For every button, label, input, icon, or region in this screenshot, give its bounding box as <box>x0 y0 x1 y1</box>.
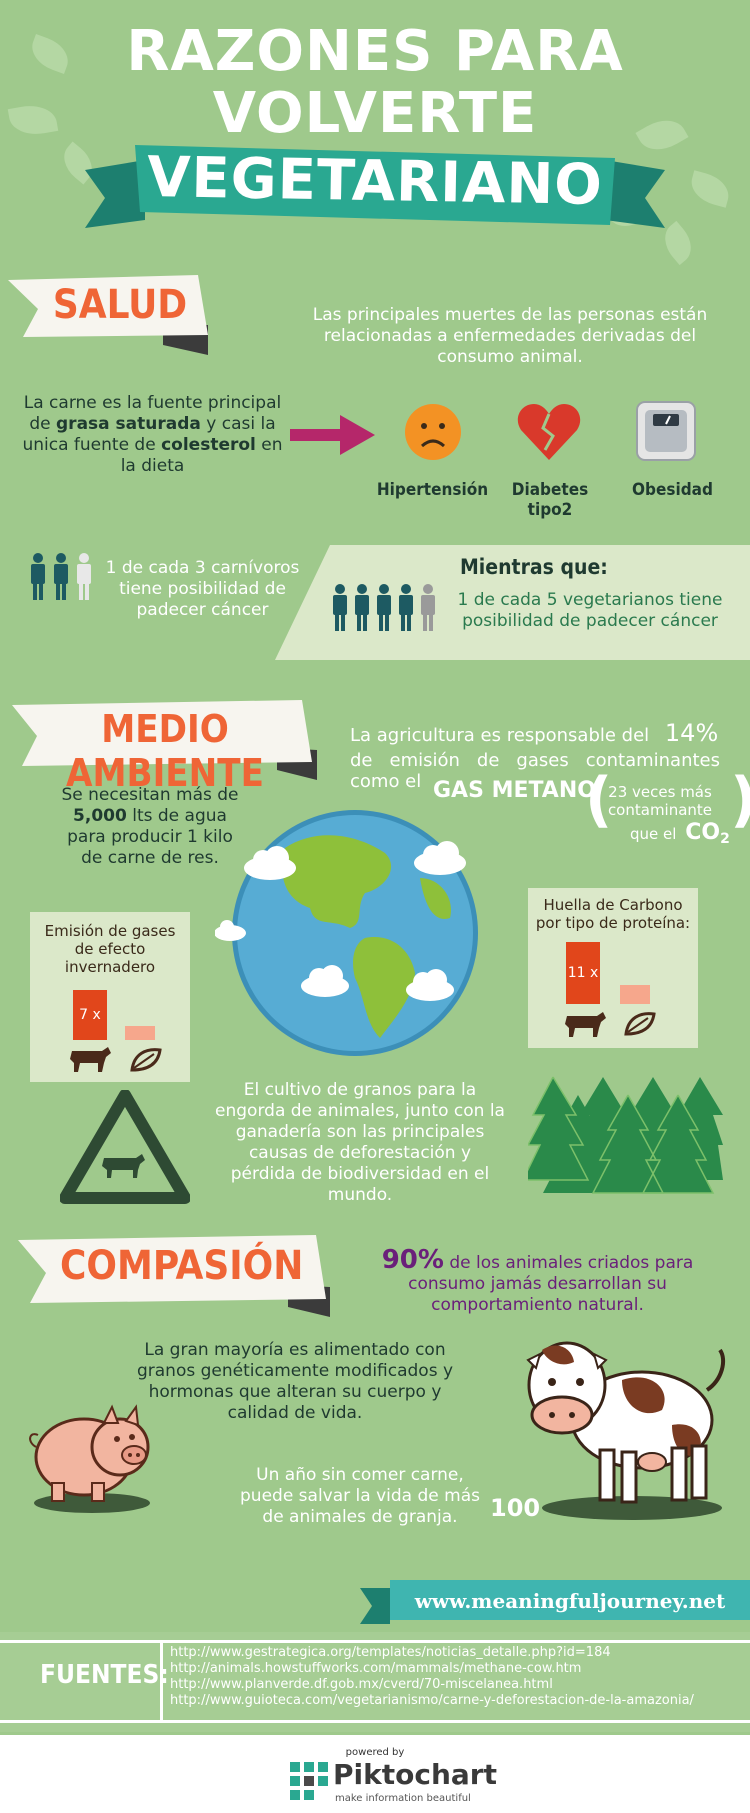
salud-intro: Las principales muertes de las personas … <box>312 305 708 367</box>
year-fact-number: 100 <box>490 1494 541 1522</box>
vegetarians-fact: 1 de cada 5 vegetarianos tiene posibilid… <box>457 590 723 631</box>
salud-banner-shape <box>8 275 208 355</box>
sources-divider <box>0 1720 750 1723</box>
condition-label: Hipertensión <box>376 480 489 500</box>
water-fact: Se necesitan más de 5,000 lts de agua pa… <box>55 785 245 869</box>
leaf-icon <box>130 1048 162 1072</box>
footprint-bar-label: 11 x <box>567 965 599 981</box>
leaf-icon <box>624 1012 656 1036</box>
cow-illustration-icon <box>526 1341 726 1520</box>
mientras-heading: Mientras que: <box>460 555 608 579</box>
water-fact-text: lts de agua para producir 1 kilo de carn… <box>67 806 233 868</box>
gas-metano: GAS METANO <box>433 778 596 803</box>
emission-bar-label: 7 x <box>79 1007 101 1023</box>
water-fact-bold: 5,000 <box>73 806 127 826</box>
piktochart-brand[interactable]: Piktochart <box>333 1758 497 1791</box>
sources-section <box>0 1632 750 1732</box>
scale-icon <box>636 401 696 461</box>
meat-fact-text: y casi la unica fuente de <box>22 414 276 455</box>
people-icon-group <box>31 553 91 600</box>
carbon-footprint-title: Huella de Carbono por tipo de proteína: <box>535 896 691 932</box>
meat-fact-text: La carne es la fuente principal de <box>23 393 282 434</box>
piktochart-logo-icon <box>290 1762 328 1800</box>
title-line-2: VOLVERTE <box>212 81 538 146</box>
website-ribbon <box>360 1580 750 1624</box>
footprint-bar-meat: 11 x <box>566 942 600 1004</box>
animals-fact-text: de los animales criados para consumo jam… <box>408 1253 694 1315</box>
cow-icon <box>70 1047 111 1072</box>
cow-icon <box>565 1012 606 1037</box>
compasion-banner: COMPASIÓN <box>60 1243 304 1289</box>
paren-left: ( <box>585 765 613 835</box>
footer <box>0 1735 750 1813</box>
title-ribbon <box>85 145 665 228</box>
sources-divider-vertical <box>160 1643 163 1720</box>
source-link[interactable]: http://www.gestrategica.org/templates/no… <box>170 1645 611 1660</box>
methane-note-text: que el <box>630 825 677 843</box>
medio-banner-shape <box>12 700 317 780</box>
people-icon-group <box>333 584 435 631</box>
source-link[interactable]: http://www.guioteca.com/vegetarianismo/c… <box>170 1693 694 1708</box>
title-line-1: RAZONES PARA <box>126 19 624 84</box>
meat-fact-bold: colesterol <box>161 435 256 455</box>
forest-icon <box>528 1076 723 1194</box>
salud-banner: SALUD <box>52 282 188 328</box>
right-arrow-icon <box>290 415 375 455</box>
source-link[interactable]: http://animals.howstuffworks.com/mammals… <box>170 1661 582 1676</box>
agriculture-fact: La agricultura es responsable del 14% <box>350 719 730 747</box>
source-link[interactable]: http://www.planverde.df.gob.mx/cverd/70-… <box>170 1677 553 1692</box>
website-link[interactable]: www.meaningfuljourney.net <box>414 1589 726 1613</box>
carbon-footprint-panel <box>528 888 698 1048</box>
sad-face-icon <box>405 404 461 460</box>
agriculture-text: La agricultura es responsable del <box>350 725 650 746</box>
animals-percent: 90% <box>381 1245 444 1275</box>
paren-right: ) <box>730 770 750 830</box>
medio-banner: MEDIO AMBIENTE <box>66 707 264 795</box>
agriculture-fact-2: de emisión de gases contaminantes como e… <box>350 750 720 792</box>
powered-by: powered by <box>345 1747 405 1758</box>
pig-icon <box>29 1404 150 1513</box>
compasion-banner-shape <box>18 1235 330 1317</box>
agriculture-percent: 14% <box>664 719 719 747</box>
vegetarian-panel <box>275 545 750 660</box>
co2-subscript: 2 <box>720 831 730 847</box>
meat-fact-text: en la dieta <box>120 435 283 476</box>
co2-label: CO <box>685 820 721 845</box>
broken-heart-icon <box>517 404 581 460</box>
footprint-bar-plant <box>620 985 650 1004</box>
water-fact-text: Se necesitan más de <box>61 785 239 805</box>
meat-fact-bold: grasa saturada <box>56 414 201 434</box>
emission-bar-meat: 7 x <box>73 990 107 1040</box>
methane-note: 23 veces más contaminante <box>607 783 713 819</box>
piktochart-tagline: make information beautiful <box>335 1793 471 1804</box>
condition-label: Diabetes tipo2 <box>511 480 589 520</box>
methane-note-2: que el CO2 <box>630 820 730 847</box>
gm-feed-fact: La gran mayoría es alimentado con granos… <box>136 1340 454 1423</box>
sources-label: FUENTES: <box>40 1660 169 1690</box>
deforestation-fact: El cultivo de granos para la engorda de … <box>215 1080 505 1205</box>
meat-fact: La carne es la fuente principal de grasa… <box>20 393 285 477</box>
year-fact: Un año sin comer carne, puede salvar la … <box>240 1465 480 1527</box>
emission-title: Emisión de gases de efecto invernadero <box>44 922 176 976</box>
earth-globe-icon <box>215 810 478 1056</box>
carnivores-fact: 1 de cada 3 carnívoros tiene posibilidad… <box>105 558 300 620</box>
cow-warning-sign-icon <box>60 1090 190 1204</box>
sources-divider <box>0 1640 750 1643</box>
emission-bar-plant <box>125 1026 155 1040</box>
condition-label: Obesidad <box>632 480 713 500</box>
animals-fact: 90% de los animales criados para consumo… <box>365 1247 710 1316</box>
